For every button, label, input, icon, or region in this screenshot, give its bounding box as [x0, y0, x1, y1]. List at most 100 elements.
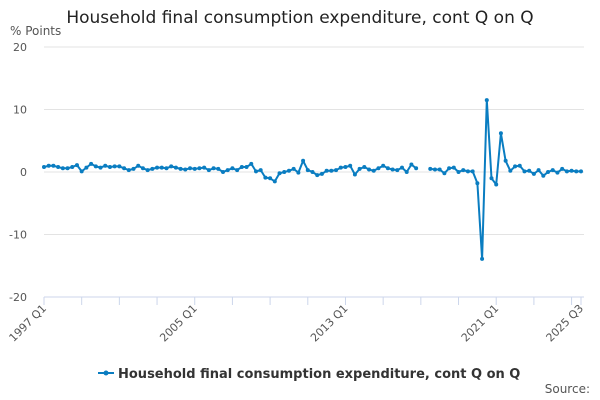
- data-point: [74, 163, 79, 168]
- data-point: [310, 170, 315, 174]
- data-point: [451, 165, 456, 170]
- data-point: [475, 181, 480, 186]
- legend-label: Household final consumption expenditure,…: [118, 367, 520, 382]
- data-point: [70, 165, 75, 169]
- x-tick-label: 2005 Q1: [157, 302, 200, 345]
- data-point: [89, 161, 94, 166]
- y-tick-label: 0: [20, 166, 27, 179]
- data-point: [536, 168, 541, 173]
- data-point: [216, 166, 221, 171]
- data-point: [188, 166, 193, 171]
- data-point: [249, 161, 254, 166]
- data-point: [517, 163, 522, 168]
- data-point: [400, 165, 404, 170]
- data-point: [508, 168, 513, 173]
- data-point: [131, 166, 136, 171]
- x-tick-label: 2021 Q1: [459, 302, 502, 345]
- data-point: [513, 164, 518, 169]
- data-point: [484, 98, 489, 103]
- data-point: [282, 170, 287, 174]
- data-point: [286, 168, 291, 173]
- data-point: [498, 131, 503, 136]
- data-point: [546, 170, 551, 174]
- data-point: [136, 163, 141, 168]
- data-point: [560, 166, 565, 171]
- data-point: [494, 182, 499, 187]
- data-point: [107, 165, 112, 169]
- data-point: [117, 164, 122, 169]
- data-point: [564, 169, 569, 174]
- data-point: [145, 168, 150, 173]
- data-point: [395, 168, 400, 173]
- y-tick-label: 20: [13, 41, 27, 54]
- data-point: [489, 176, 494, 181]
- data-point: [103, 163, 108, 168]
- data-point: [159, 165, 164, 170]
- data-point: [428, 166, 433, 171]
- series-line: [43, 159, 417, 183]
- data-point: [343, 165, 348, 169]
- data-point: [447, 166, 452, 171]
- y-tick-label: 10: [13, 104, 27, 117]
- data-point: [155, 165, 160, 170]
- data-point: [527, 168, 532, 173]
- y-tick-label: -20: [9, 291, 27, 304]
- data-point: [334, 168, 339, 173]
- data-point: [315, 173, 320, 178]
- data-point: [531, 171, 536, 176]
- data-point: [126, 168, 131, 173]
- data-point: [84, 165, 89, 170]
- data-point: [277, 171, 282, 176]
- data-point: [79, 169, 84, 174]
- data-point: [197, 166, 202, 171]
- data-point: [414, 166, 419, 171]
- data-point: [432, 167, 437, 172]
- data-point: [93, 164, 98, 169]
- data-point: [329, 168, 334, 173]
- data-point: [442, 171, 447, 176]
- data-point: [225, 168, 230, 173]
- data-point: [46, 163, 51, 168]
- data-point: [253, 169, 258, 174]
- data-point: [381, 163, 386, 168]
- data-point: [301, 158, 306, 163]
- data-point: [324, 168, 329, 173]
- data-point: [385, 166, 390, 171]
- data-point: [239, 165, 244, 169]
- legend: Household final consumption expenditure,…: [98, 367, 520, 382]
- data-point: [206, 168, 211, 173]
- data-point: [555, 170, 560, 175]
- data-point: [465, 169, 470, 174]
- data-point: [60, 166, 65, 171]
- data-point: [296, 170, 301, 175]
- data-point: [338, 165, 343, 170]
- data-point: [140, 166, 145, 171]
- data-point: [550, 168, 555, 173]
- data-point: [357, 166, 362, 171]
- data-point: [173, 165, 178, 170]
- data-point: [150, 166, 155, 171]
- y-tick-label: -10: [9, 229, 27, 242]
- data-point: [51, 163, 56, 168]
- data-point: [390, 167, 395, 172]
- data-point: [272, 179, 277, 184]
- data-point: [437, 167, 442, 172]
- x-tick-label: 1997 Q1: [7, 302, 50, 345]
- data-point: [461, 168, 466, 173]
- data-point: [579, 169, 583, 174]
- data-point: [305, 168, 310, 173]
- data-point: [211, 166, 216, 171]
- x-tick-label: 2013 Q1: [308, 302, 351, 345]
- data-point: [169, 164, 174, 169]
- data-point: [98, 165, 103, 170]
- data-point: [362, 165, 367, 169]
- data-point: [371, 168, 376, 173]
- chart-title: Household final consumption expenditure,…: [66, 8, 534, 28]
- data-point: [470, 169, 475, 174]
- source-label: Source:: [544, 382, 590, 396]
- data-point: [65, 166, 70, 171]
- data-point: [352, 172, 357, 177]
- series-line: [430, 99, 581, 260]
- x-tick-label: 2025 Q3: [544, 302, 587, 345]
